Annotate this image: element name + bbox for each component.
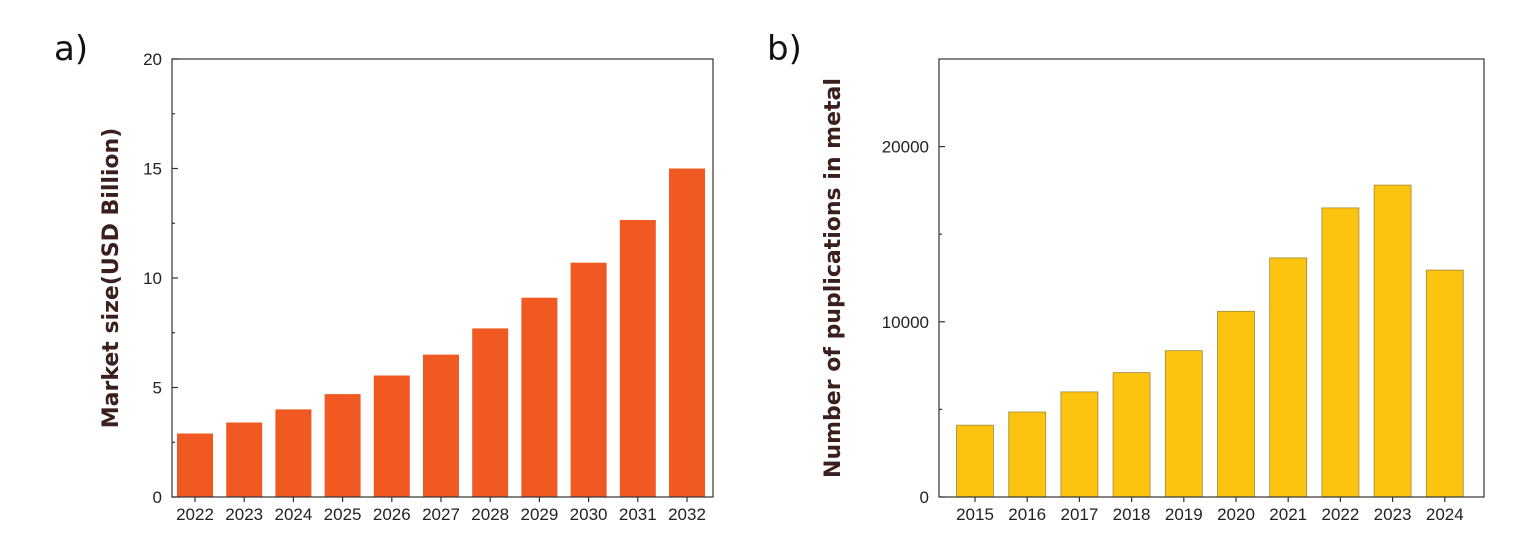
bar-2028 bbox=[472, 328, 509, 497]
x-tick-label: 2029 bbox=[520, 505, 558, 524]
x-tick-label: 2032 bbox=[668, 505, 706, 524]
x-tick-label: 2022 bbox=[1321, 505, 1359, 524]
bar-2023 bbox=[226, 422, 263, 497]
bar-2031 bbox=[619, 220, 656, 497]
x-tick-label: 2024 bbox=[274, 505, 312, 524]
panel-label: b) bbox=[767, 29, 802, 69]
bar-2030 bbox=[570, 262, 607, 497]
y-tick-label: 20000 bbox=[882, 138, 929, 157]
bar-2023 bbox=[1373, 184, 1412, 498]
x-tick-label: 2019 bbox=[1165, 505, 1203, 524]
bar-2022 bbox=[1321, 207, 1360, 498]
bar-2021 bbox=[1269, 257, 1308, 498]
y-tick-label: 20 bbox=[143, 50, 162, 69]
y-axis-label: Number of puplications in metal bbox=[821, 78, 846, 478]
chart-panel-b: b) 2015 2016 2017 2018 2019 2020 2021 2022 2023 20… bbox=[767, 29, 1485, 524]
x-tick-label: 2024 bbox=[1426, 505, 1464, 524]
bar-2029 bbox=[521, 297, 558, 497]
bar-2026 bbox=[373, 375, 410, 497]
bar-2027 bbox=[423, 354, 459, 497]
x-tick-label: 2023 bbox=[1374, 505, 1412, 524]
x-tick-label: 2020 bbox=[1217, 505, 1255, 524]
x-tick-label: 2022 bbox=[176, 505, 214, 524]
x-tick-label: 2027 bbox=[422, 505, 460, 524]
x-tick-label: 2025 bbox=[324, 505, 362, 524]
x-tick-label: 2017 bbox=[1060, 505, 1098, 524]
panel-label: a) bbox=[54, 29, 88, 69]
bar-2018 bbox=[1112, 372, 1151, 498]
x-tick-label: 2021 bbox=[1269, 505, 1307, 524]
plot-frame bbox=[938, 58, 1485, 498]
bar-2017 bbox=[1060, 391, 1099, 498]
bar-2020 bbox=[1217, 310, 1255, 498]
y-axis-label: Market size(USD Billion) bbox=[99, 128, 124, 429]
x-tick-label: 2031 bbox=[619, 505, 657, 524]
y-tick-label: 10 bbox=[143, 269, 162, 288]
x-tick-label: 2023 bbox=[225, 505, 263, 524]
x-tick-label: 2016 bbox=[1008, 505, 1046, 524]
bar-2024 bbox=[275, 409, 312, 497]
y-tick-label: 10000 bbox=[882, 313, 929, 332]
x-tick-label: 2028 bbox=[471, 505, 509, 524]
x-tick-label: 2030 bbox=[570, 505, 608, 524]
x-tick-label: 2026 bbox=[373, 505, 411, 524]
bar-2015 bbox=[956, 424, 994, 498]
bar-2025 bbox=[324, 394, 361, 497]
x-tick-label: 2018 bbox=[1113, 505, 1151, 524]
bar-2024 bbox=[1425, 269, 1464, 498]
bar-2022 bbox=[177, 433, 213, 497]
y-tick-label: 15 bbox=[143, 160, 162, 179]
x-tick-label: 2015 bbox=[956, 505, 994, 524]
bar-2032 bbox=[669, 168, 705, 497]
bar-2016 bbox=[1008, 411, 1047, 498]
chart-panel-a: a) 2022 2023 2024 2025 2026 2027 2028 2029 2030 20… bbox=[54, 29, 714, 524]
bar-2019 bbox=[1164, 350, 1203, 498]
y-tick-label: 0 bbox=[153, 488, 162, 507]
y-tick-label: 5 bbox=[153, 379, 162, 398]
y-tick-label: 0 bbox=[920, 488, 929, 507]
